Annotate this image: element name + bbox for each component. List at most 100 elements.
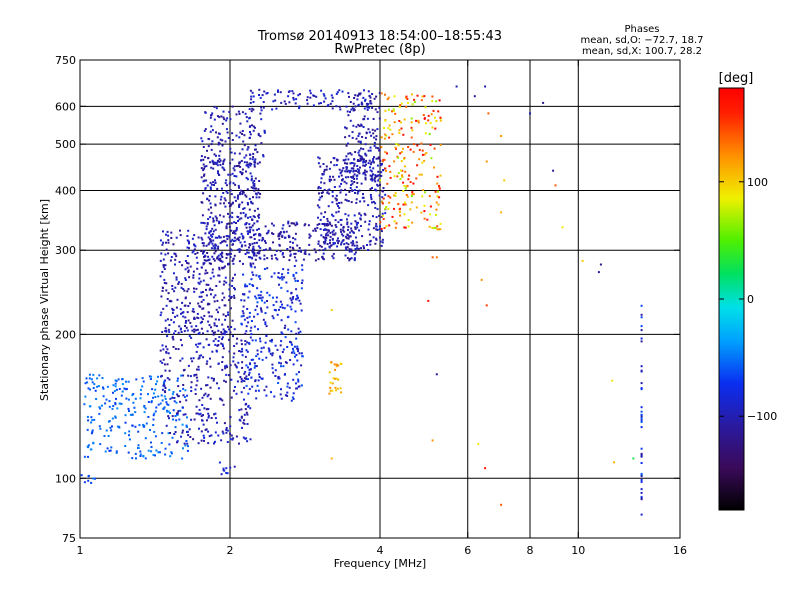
data-point bbox=[174, 415, 177, 417]
data-point bbox=[248, 243, 251, 245]
data-point bbox=[314, 251, 317, 254]
data-point bbox=[386, 182, 389, 185]
data-point bbox=[321, 256, 324, 259]
data-point bbox=[292, 237, 295, 240]
data-point bbox=[291, 246, 294, 249]
data-point bbox=[337, 240, 340, 243]
data-point bbox=[209, 202, 212, 205]
data-point bbox=[192, 274, 195, 277]
data-point bbox=[352, 231, 355, 234]
data-point bbox=[230, 249, 233, 252]
data-point bbox=[318, 102, 320, 105]
data-point bbox=[372, 200, 375, 203]
data-point bbox=[318, 157, 321, 160]
data-point bbox=[176, 393, 179, 396]
data-point bbox=[212, 217, 215, 220]
data-point bbox=[207, 412, 210, 415]
data-point bbox=[210, 211, 213, 214]
data-point bbox=[210, 143, 213, 146]
grid-lines bbox=[80, 60, 680, 538]
data-point bbox=[242, 273, 245, 276]
data-point bbox=[435, 201, 438, 204]
data-point bbox=[249, 256, 251, 259]
data-point bbox=[249, 133, 252, 136]
data-point bbox=[340, 243, 342, 246]
data-point bbox=[198, 282, 201, 285]
data-point bbox=[500, 211, 503, 214]
data-point bbox=[161, 361, 164, 364]
data-point bbox=[213, 118, 216, 121]
data-point bbox=[215, 154, 217, 157]
data-point bbox=[323, 188, 326, 191]
data-point bbox=[194, 245, 197, 248]
data-point bbox=[331, 201, 334, 204]
data-point bbox=[292, 92, 295, 95]
data-point bbox=[272, 241, 274, 244]
data-point bbox=[248, 153, 251, 156]
data-point bbox=[279, 300, 282, 303]
data-point bbox=[218, 173, 221, 176]
data-point bbox=[228, 288, 231, 291]
data-point bbox=[252, 215, 255, 218]
data-point bbox=[132, 401, 135, 404]
data-point bbox=[352, 102, 355, 105]
data-point bbox=[90, 378, 93, 381]
data-point bbox=[186, 430, 189, 433]
data-point bbox=[231, 216, 234, 219]
data-point bbox=[233, 294, 235, 297]
data-point bbox=[384, 119, 387, 122]
data-point bbox=[238, 206, 241, 208]
data-point bbox=[318, 249, 321, 252]
data-point bbox=[199, 280, 202, 283]
data-point bbox=[139, 455, 142, 457]
data-point bbox=[377, 147, 379, 150]
data-point bbox=[216, 257, 219, 260]
data-point bbox=[288, 225, 291, 228]
data-point bbox=[223, 280, 226, 283]
data-point bbox=[640, 419, 643, 422]
data-point bbox=[253, 222, 256, 225]
data-point bbox=[87, 455, 89, 458]
data-point bbox=[193, 330, 196, 333]
data-point bbox=[640, 365, 643, 368]
data-point bbox=[233, 345, 236, 347]
data-point bbox=[363, 158, 365, 161]
data-point bbox=[382, 187, 385, 189]
data-point bbox=[206, 419, 208, 422]
data-point bbox=[250, 358, 253, 361]
data-point bbox=[108, 449, 111, 452]
data-point bbox=[220, 331, 223, 334]
data-point bbox=[388, 136, 391, 139]
data-point bbox=[248, 162, 251, 165]
data-point bbox=[248, 283, 251, 286]
data-point bbox=[428, 225, 431, 228]
data-point bbox=[229, 256, 232, 258]
data-point bbox=[235, 134, 238, 137]
data-point bbox=[398, 211, 401, 213]
data-point bbox=[554, 184, 557, 187]
data-point bbox=[286, 394, 289, 397]
data-point bbox=[277, 235, 280, 238]
data-point bbox=[128, 430, 131, 433]
data-point bbox=[377, 156, 380, 159]
data-point bbox=[102, 395, 105, 398]
data-point bbox=[91, 419, 94, 422]
data-point bbox=[233, 152, 236, 155]
data-point bbox=[102, 386, 104, 389]
data-point bbox=[245, 364, 248, 367]
data-point bbox=[409, 208, 412, 211]
data-point bbox=[301, 279, 304, 282]
data-point bbox=[197, 302, 200, 305]
data-point bbox=[334, 386, 337, 389]
data-point bbox=[274, 99, 277, 102]
data-point bbox=[249, 368, 252, 371]
data-point bbox=[344, 162, 346, 165]
data-point bbox=[364, 98, 367, 101]
data-point bbox=[257, 216, 260, 219]
data-point bbox=[206, 271, 209, 274]
data-point bbox=[231, 279, 234, 282]
data-point bbox=[350, 248, 353, 251]
data-point bbox=[215, 285, 218, 287]
data-point bbox=[241, 193, 244, 195]
